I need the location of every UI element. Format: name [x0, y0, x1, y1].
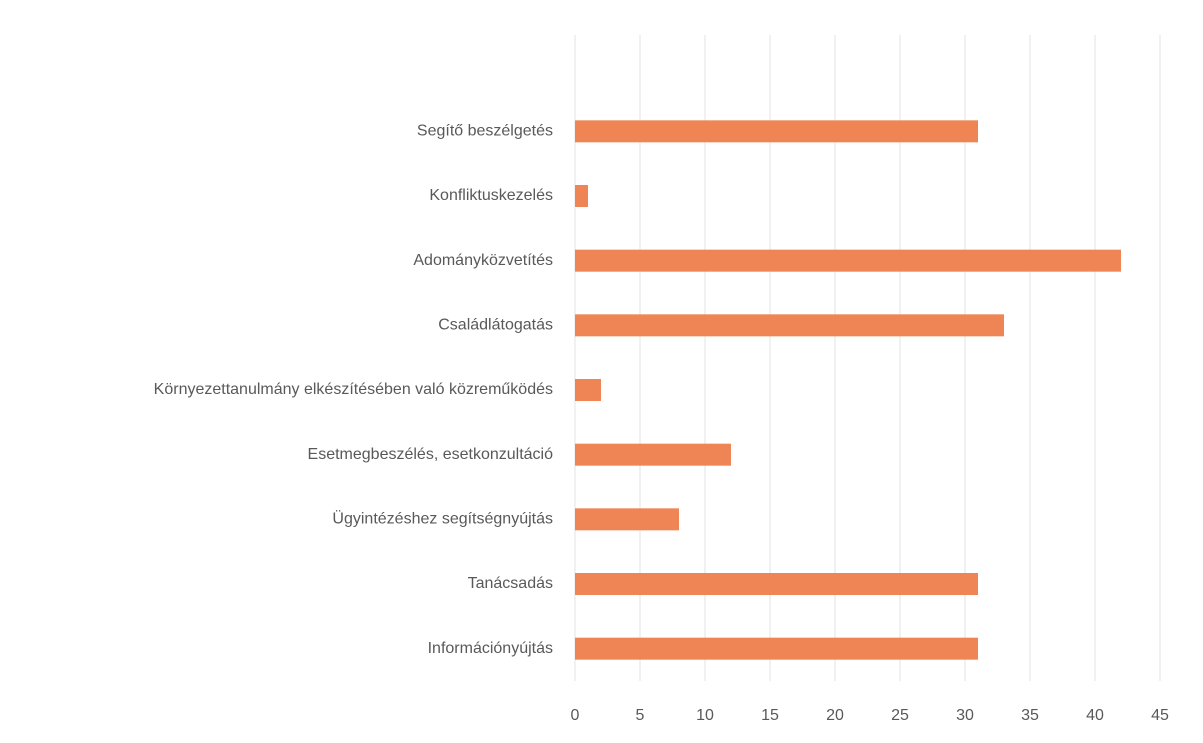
y-tick-label: Tanácsadás [468, 575, 553, 592]
y-tick-label: Ügyintézéshez segítségnyújtás [332, 510, 553, 528]
y-tick-label: Segítő beszélgetés [417, 123, 553, 140]
bar [575, 314, 1004, 337]
y-tick-label: Családlátogatás [438, 317, 553, 334]
bar [575, 120, 978, 143]
x-tick-label: 0 [571, 707, 580, 724]
bar [575, 443, 731, 466]
y-tick-label: Konfliktuskezelés [429, 187, 553, 204]
y-tick-label: Információnyújtás [428, 640, 553, 657]
bar [575, 379, 601, 401]
y-tick-label: Adományközvetítés [413, 252, 553, 269]
bar [575, 249, 1121, 272]
x-tick-label: 40 [1086, 707, 1104, 724]
bar [575, 508, 679, 531]
y-tick-label: Esetmegbeszélés, esetkonzultáció [308, 446, 554, 463]
y-tick-label: Környezettanulmány elkészítésében való k… [154, 381, 553, 398]
bar [575, 637, 978, 660]
x-tick-label: 10 [696, 707, 714, 724]
x-tick-label: 30 [956, 707, 974, 724]
bar [575, 573, 978, 595]
x-tick-label: 25 [891, 707, 909, 724]
x-tick-label: 45 [1151, 707, 1169, 724]
x-tick-label: 5 [636, 707, 645, 724]
bar [575, 185, 588, 207]
x-tick-label: 35 [1021, 707, 1039, 724]
x-tick-label: 20 [826, 707, 844, 724]
x-tick-label: 15 [761, 707, 779, 724]
